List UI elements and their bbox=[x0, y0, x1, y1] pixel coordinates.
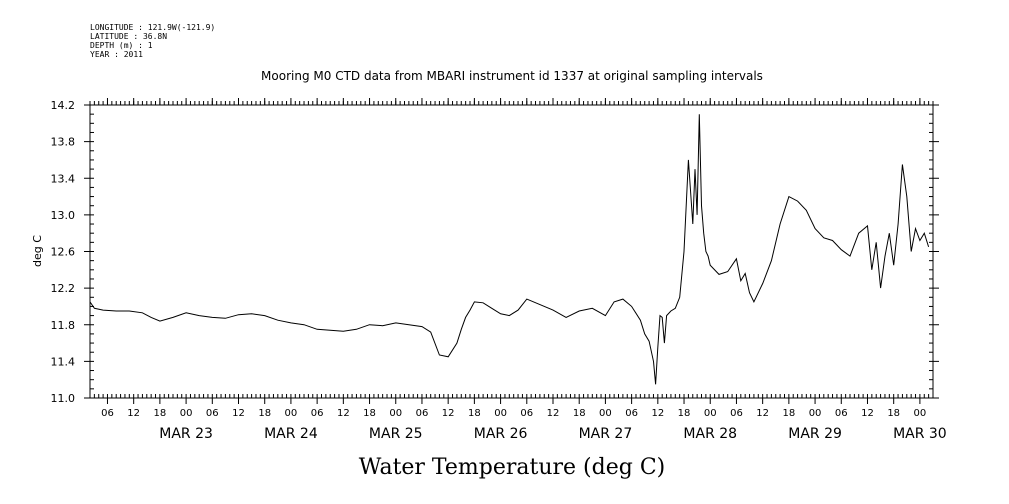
x-axis-label: Water Temperature (deg C) bbox=[359, 455, 666, 480]
x-tick-label: 00 bbox=[285, 408, 298, 419]
x-tick-label: 18 bbox=[573, 408, 586, 419]
x-tick-label: 12 bbox=[861, 408, 874, 419]
x-tick-label: 06 bbox=[416, 408, 429, 419]
plot-frame bbox=[89, 104, 934, 399]
y-tick-label: 11.8 bbox=[51, 319, 76, 332]
x-day-label: MAR 26 bbox=[474, 426, 528, 442]
temperature-series-line bbox=[89, 114, 930, 385]
latitude-text: LATITUDE : 36.8N bbox=[90, 32, 167, 41]
x-tick-label: 00 bbox=[914, 408, 927, 419]
x-tick-label: 12 bbox=[127, 408, 140, 419]
x-tick-label: 18 bbox=[154, 408, 167, 419]
x-tick-label: 18 bbox=[363, 408, 376, 419]
x-tick-label: 00 bbox=[389, 408, 402, 419]
x-tick-label: 00 bbox=[180, 408, 193, 419]
x-tick-label: 18 bbox=[258, 408, 271, 419]
x-day-label: MAR 27 bbox=[579, 426, 633, 442]
y-tick-label: 13.0 bbox=[51, 209, 76, 222]
x-tick-label: 00 bbox=[704, 408, 717, 419]
depth-text: DEPTH (m) : 1 bbox=[90, 41, 153, 50]
x-day-label: MAR 25 bbox=[369, 426, 423, 442]
x-tick-label: 12 bbox=[232, 408, 245, 419]
y-tick-label: 13.8 bbox=[51, 136, 76, 149]
y-tick-label: 11.4 bbox=[51, 355, 76, 368]
x-day-label: MAR 29 bbox=[788, 426, 842, 442]
x-tick-label: 06 bbox=[625, 408, 638, 419]
x-tick-label: 06 bbox=[835, 408, 848, 419]
x-tick-label: 12 bbox=[756, 408, 769, 419]
y-axis-label: deg C bbox=[31, 235, 44, 267]
year-text: YEAR : 2011 bbox=[90, 50, 143, 59]
x-tick-label: 18 bbox=[887, 408, 900, 419]
longitude-text: LONGITUDE : 121.9W(-121.9) bbox=[90, 23, 215, 32]
x-tick-label: 12 bbox=[547, 408, 560, 419]
x-tick-label: 12 bbox=[442, 408, 455, 419]
x-tick-label: 06 bbox=[101, 408, 114, 419]
x-tick-label: 18 bbox=[678, 408, 691, 419]
y-tick-label: 13.4 bbox=[51, 172, 76, 185]
y-tick-label: 12.2 bbox=[51, 282, 76, 295]
x-tick-label: 00 bbox=[599, 408, 612, 419]
y-axis-ticks: 11.0 11.4 11.8 12.2 12.6 13.0 13.4 13.8 14.2 bbox=[51, 99, 939, 405]
x-day-label: MAR 24 bbox=[264, 426, 318, 442]
x-tick-label: 12 bbox=[337, 408, 350, 419]
y-tick-label: 14.2 bbox=[51, 99, 76, 112]
x-day-label: MAR 23 bbox=[159, 426, 213, 442]
x-tick-label: 06 bbox=[520, 408, 533, 419]
minor-ticks bbox=[89, 101, 934, 399]
x-tick-label: 00 bbox=[809, 408, 822, 419]
x-day-label: MAR 28 bbox=[683, 426, 737, 442]
x-axis-ticks: 06 12 18 00 06 12 18 00 06 12 18 00 06 12 18 00 06 12 18 00… bbox=[101, 98, 947, 442]
x-tick-label: 18 bbox=[468, 408, 481, 419]
y-tick-label: 11.0 bbox=[51, 392, 76, 405]
x-tick-label: 06 bbox=[730, 408, 743, 419]
chart-title: Mooring M0 CTD data from MBARI instrumen… bbox=[261, 69, 763, 83]
x-tick-label: 12 bbox=[651, 408, 664, 419]
x-tick-label: 06 bbox=[206, 408, 219, 419]
x-tick-label: 18 bbox=[782, 408, 795, 419]
x-day-label: MAR 30 bbox=[893, 426, 947, 442]
y-tick-label: 12.6 bbox=[51, 246, 76, 259]
x-tick-label: 06 bbox=[311, 408, 324, 419]
x-tick-label: 00 bbox=[494, 408, 507, 419]
